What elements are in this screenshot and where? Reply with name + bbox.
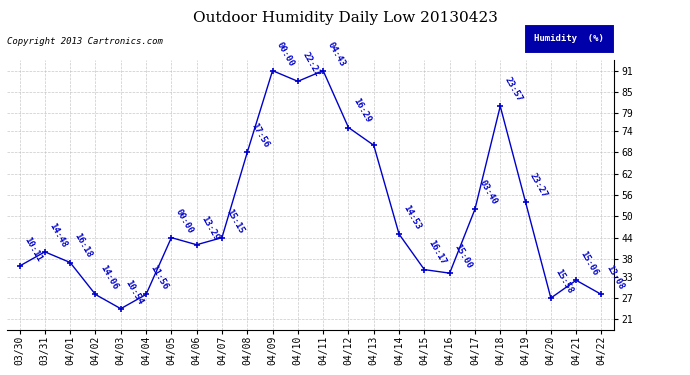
Text: 04:43: 04:43 <box>326 40 347 68</box>
Text: 13:29: 13:29 <box>199 214 220 242</box>
Text: 22:22: 22:22 <box>300 51 322 78</box>
Text: 23:57: 23:57 <box>503 76 524 104</box>
Text: Humidity  (%): Humidity (%) <box>534 34 604 43</box>
Text: 17:56: 17:56 <box>250 122 271 150</box>
Text: 03:40: 03:40 <box>477 178 499 206</box>
Text: 16:17: 16:17 <box>427 239 448 267</box>
Text: 16:29: 16:29 <box>351 97 372 124</box>
Text: 14:48: 14:48 <box>48 221 68 249</box>
Text: 13:08: 13:08 <box>604 264 625 292</box>
Text: 10:11: 10:11 <box>22 236 43 263</box>
Text: 11:56: 11:56 <box>148 264 170 292</box>
Text: 14:06: 14:06 <box>98 264 119 292</box>
Text: 00:00: 00:00 <box>174 207 195 235</box>
Text: 15:06: 15:06 <box>579 250 600 278</box>
Text: 00:00: 00:00 <box>275 40 296 68</box>
Text: 15:00: 15:00 <box>452 243 473 270</box>
Text: Copyright 2013 Cartronics.com: Copyright 2013 Cartronics.com <box>7 38 163 46</box>
Text: 15:58: 15:58 <box>553 267 575 295</box>
Text: 14:53: 14:53 <box>402 204 423 231</box>
Text: 10:54: 10:54 <box>124 278 144 306</box>
Text: 15:15: 15:15 <box>224 207 246 235</box>
Text: Outdoor Humidity Daily Low 20130423: Outdoor Humidity Daily Low 20130423 <box>193 11 497 25</box>
Text: 16:18: 16:18 <box>72 232 94 260</box>
Text: 23:27: 23:27 <box>528 171 549 199</box>
